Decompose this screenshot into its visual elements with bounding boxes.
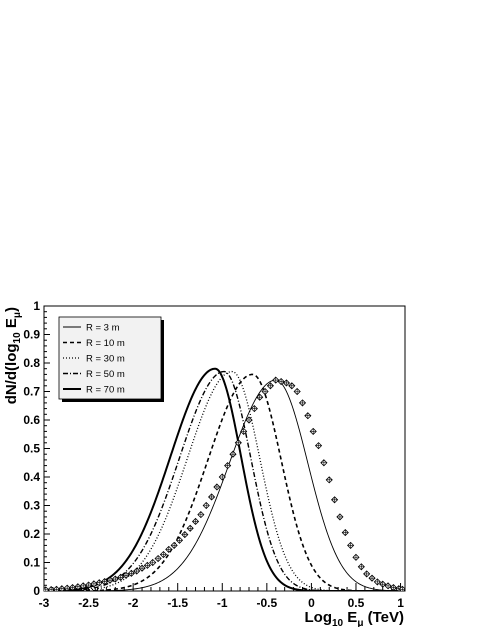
data-point	[52, 585, 61, 591]
data-point	[384, 582, 392, 590]
data-point	[191, 517, 200, 526]
data-point	[363, 570, 371, 578]
data-point	[202, 501, 210, 510]
data-point	[282, 379, 291, 387]
data-point	[181, 531, 189, 539]
data-point	[186, 524, 194, 532]
data-point	[122, 571, 130, 579]
data-point	[106, 576, 114, 584]
x-tick-label: -3	[39, 596, 50, 610]
data-point	[47, 586, 55, 591]
x-tick-label: -0.5	[256, 596, 277, 610]
data-point	[175, 536, 184, 544]
x-tick-label: -2	[128, 596, 139, 610]
data-point	[325, 476, 333, 484]
data-point	[58, 585, 66, 591]
x-tick-label: -2.5	[78, 596, 99, 610]
data-point	[159, 550, 168, 559]
data-point	[398, 585, 405, 591]
data-point	[138, 564, 146, 572]
data-point	[389, 584, 397, 591]
data-point	[298, 399, 307, 407]
y-axis-title: dN/d(log10 Eμ)	[3, 307, 23, 404]
data-point	[373, 578, 381, 586]
data-point	[272, 376, 280, 384]
data-point	[224, 462, 232, 470]
x-axis: -3 -2.5 -2 -1.5 -1 -0.5 0 0.5 1	[39, 583, 404, 610]
y-tick-label: 0.8	[23, 356, 40, 370]
data-point	[213, 483, 221, 491]
data-point	[293, 387, 301, 396]
data-point	[357, 563, 365, 571]
legend-label: R = 70 m	[86, 385, 125, 396]
data-point	[170, 541, 178, 549]
x-tick-label: 0	[308, 596, 315, 610]
data-point	[309, 427, 317, 435]
y-tick-label: 0.4	[23, 470, 40, 484]
x-tick-label: -1.5	[167, 596, 188, 610]
data-point	[288, 382, 296, 390]
data-point	[352, 553, 360, 561]
y-tick-label: 0.2	[23, 527, 40, 541]
legend-label: R = 30 m	[86, 354, 125, 365]
y-tick-label: 0	[33, 584, 40, 598]
series-line	[44, 367, 405, 591]
legend-label: R = 3 m	[86, 323, 120, 334]
y-tick-label: 0.5	[23, 442, 40, 456]
data-point	[245, 416, 253, 424]
data-point	[143, 561, 151, 569]
legend: R = 3 m R = 10 m R = 30 m R = 50 m R = 70 m	[58, 316, 164, 402]
data-point	[320, 459, 328, 467]
legend-label: R = 10 m	[86, 338, 125, 349]
x-axis-title: Log10 Eμ (TeV)	[305, 609, 405, 627]
series-line	[44, 370, 405, 591]
x-tick-label: -1	[217, 596, 228, 610]
data-point	[336, 513, 344, 521]
data-point	[111, 575, 119, 583]
data-point	[331, 496, 339, 504]
data-point	[63, 584, 71, 591]
data-point	[256, 393, 264, 401]
data-point	[149, 558, 157, 567]
data-point	[133, 567, 141, 575]
data-point	[197, 511, 205, 519]
data-point	[44, 586, 50, 591]
data-point	[127, 569, 135, 577]
y-tick-label: 0.3	[23, 499, 40, 513]
data-point	[229, 450, 237, 458]
data-point	[277, 377, 285, 386]
y-tick-label: 0.7	[23, 385, 40, 399]
data-point	[101, 578, 109, 586]
y-tick-label: 0.1	[23, 556, 40, 570]
series-curves	[44, 367, 405, 591]
data-point	[250, 405, 258, 413]
data-point	[368, 574, 376, 582]
legend-label: R = 50 m	[86, 369, 125, 380]
y-axis: 0 0.1 0.2 0.3 0.4 0.5 0.6 0.7 0.8 0.9 1	[23, 299, 50, 598]
data-point	[117, 573, 125, 581]
y-tick-label: 1	[33, 299, 40, 313]
data-point	[165, 545, 173, 553]
data-point	[341, 529, 349, 537]
series-line	[44, 373, 405, 591]
series-line	[44, 370, 405, 591]
x-tick-label: 0.5	[348, 596, 365, 610]
data-point	[347, 541, 355, 549]
data-point	[266, 382, 274, 390]
data-markers	[44, 376, 405, 591]
data-point	[379, 580, 387, 588]
y-tick-label: 0.6	[23, 413, 40, 427]
data-point	[240, 427, 248, 435]
x-tick-label: 1	[397, 596, 404, 610]
data-point	[154, 554, 162, 563]
data-point	[234, 439, 242, 447]
data-point	[218, 473, 226, 481]
data-point	[261, 387, 269, 396]
y-tick-label: 0.9	[23, 328, 40, 342]
data-point	[304, 412, 312, 420]
data-point	[314, 442, 323, 450]
data-point	[208, 493, 216, 501]
